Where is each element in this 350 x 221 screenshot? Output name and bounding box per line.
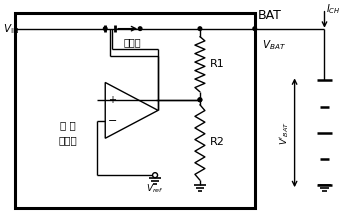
Circle shape — [138, 27, 142, 30]
Bar — [15, 13, 255, 208]
Circle shape — [153, 173, 158, 178]
Circle shape — [104, 27, 107, 30]
Text: −: − — [107, 116, 117, 126]
Text: $V'_{BAT}$: $V'_{BAT}$ — [278, 121, 291, 145]
Text: 调整管: 调整管 — [124, 38, 141, 48]
Text: $I_{CH}$: $I_{CH}$ — [327, 2, 341, 16]
Text: BAT: BAT — [258, 9, 282, 22]
Text: R2: R2 — [210, 137, 225, 147]
Text: $V_{\rm IN}$: $V_{\rm IN}$ — [2, 22, 19, 36]
Circle shape — [253, 27, 257, 30]
Circle shape — [198, 98, 202, 102]
Text: R1: R1 — [210, 59, 225, 69]
Text: $V_{BAT}$: $V_{BAT}$ — [262, 39, 286, 53]
Circle shape — [198, 27, 202, 30]
Circle shape — [198, 98, 202, 102]
Text: +: + — [108, 95, 116, 105]
Text: $V_{ref}$: $V_{ref}$ — [146, 183, 164, 195]
Text: 误 差: 误 差 — [61, 120, 76, 130]
Text: 放大器: 放大器 — [59, 135, 78, 145]
